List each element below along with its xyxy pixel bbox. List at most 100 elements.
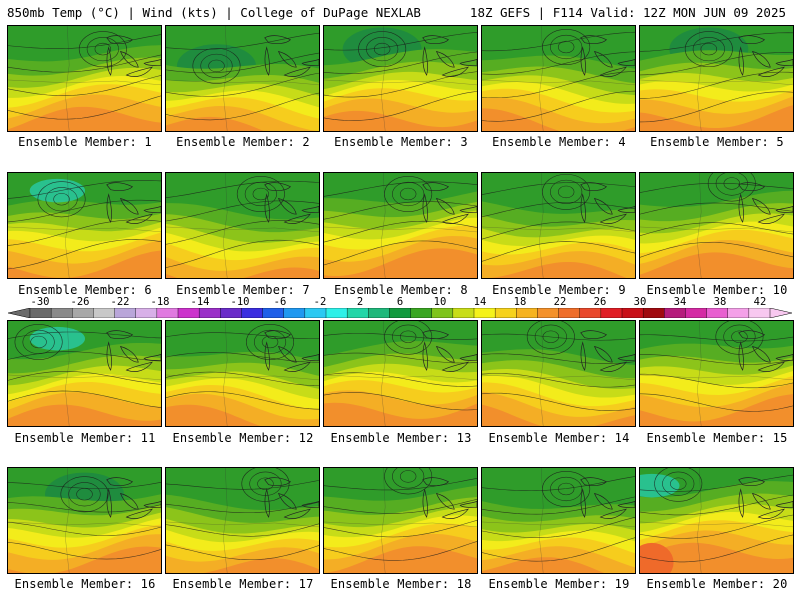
colorbar-tick-label: 38 xyxy=(713,296,727,308)
temperature-map xyxy=(640,468,793,573)
colorbar-swatch xyxy=(72,308,95,318)
ensemble-member-label: Ensemble Member: 11 xyxy=(14,431,156,445)
colorbar-tick-label: 6 xyxy=(396,296,404,308)
colorbar-swatch xyxy=(304,308,327,318)
ensemble-member-map xyxy=(323,172,478,279)
colorbar-swatch xyxy=(473,308,496,318)
model-run-info: 18Z GEFS | F114 Valid: 12Z MON JUN 09 20… xyxy=(469,5,786,20)
colorbar-swatch xyxy=(29,308,52,318)
colorbar-tick-label: -14 xyxy=(190,296,210,308)
colorbar-swatch xyxy=(642,308,665,318)
temperature-map xyxy=(640,321,793,426)
temperature-map xyxy=(324,468,477,573)
colorbar-tick-label: -6 xyxy=(273,296,287,308)
ensemble-member-map xyxy=(639,467,794,574)
map-title: 850mb Temp (°C) | Wind (kts) | College o… xyxy=(7,5,421,20)
colorbar-tick-label: 22 xyxy=(553,296,567,308)
ensemble-member-map xyxy=(481,467,636,574)
ensemble-member-map xyxy=(165,172,320,279)
ensemble-member-label: Ensemble Member: 3 xyxy=(334,135,468,149)
colorbar-swatch xyxy=(114,308,137,318)
temperature-map xyxy=(166,321,319,426)
temperature-map xyxy=(166,468,319,573)
colorbar-swatch xyxy=(494,308,517,318)
ensemble-member-map xyxy=(639,320,794,427)
ensemble-member-label: Ensemble Member: 5 xyxy=(650,135,784,149)
colorbar-swatch xyxy=(537,308,560,318)
ensemble-member-map xyxy=(323,467,478,574)
temperature-map xyxy=(324,26,477,131)
ensemble-member-map xyxy=(323,320,478,427)
colorbar-tick-label: 18 xyxy=(513,296,527,308)
ensemble-member-label: Ensemble Member: 10 xyxy=(646,283,788,297)
ensemble-member-label: Ensemble Member: 9 xyxy=(492,283,626,297)
colorbar-swatch xyxy=(748,308,771,318)
ensemble-member-map xyxy=(639,172,794,279)
colorbar-tick-label: 2 xyxy=(356,296,364,308)
temperature-map xyxy=(640,26,793,131)
temperature-map xyxy=(640,173,793,278)
ensemble-member-map xyxy=(7,25,162,132)
colorbar-swatch xyxy=(685,308,708,318)
ensemble-member-label: Ensemble Member: 7 xyxy=(176,283,310,297)
colorbar-tick-labels: -30 -26 -22 -18 -14 -10 -6 -2 2 6 10 14 18 22 26 30 34 38… xyxy=(8,296,792,308)
ensemble-member-map xyxy=(7,320,162,427)
ensemble-member-label: Ensemble Member: 16 xyxy=(14,577,156,591)
ensemble-member-label: Ensemble Member: 18 xyxy=(330,577,472,591)
colorbar-tick-label: -26 xyxy=(70,296,90,308)
temperature-map xyxy=(482,173,635,278)
colorbar-swatch xyxy=(579,308,602,318)
ensemble-member-map xyxy=(323,25,478,132)
colorbar-tick-label: 10 xyxy=(433,296,447,308)
colorbar-swatch xyxy=(241,308,264,318)
colorbar-tick-label: 14 xyxy=(473,296,487,308)
colorbar-swatch xyxy=(558,308,581,318)
ensemble-member-label: Ensemble Member: 13 xyxy=(330,431,472,445)
colorbar-swatch xyxy=(368,308,391,318)
temperature-map xyxy=(482,321,635,426)
colorbar-tick-label: 26 xyxy=(593,296,607,308)
colorbar-swatch xyxy=(727,308,750,318)
ensemble-member-map xyxy=(481,172,636,279)
ensemble-member-map xyxy=(165,320,320,427)
ensemble-member-label: Ensemble Member: 6 xyxy=(18,283,152,297)
ensemble-member-map xyxy=(165,467,320,574)
ensemble-member-label: Ensemble Member: 17 xyxy=(172,577,314,591)
colorbar-swatch xyxy=(198,308,221,318)
ensemble-member-label: Ensemble Member: 19 xyxy=(488,577,630,591)
ensemble-member-map xyxy=(481,25,636,132)
colorbar-strip xyxy=(8,308,792,318)
colorbar-swatch xyxy=(262,308,285,318)
temperature-map xyxy=(482,26,635,131)
ensemble-member-map xyxy=(165,25,320,132)
temperature-map xyxy=(8,173,161,278)
colorbar-swatch xyxy=(389,308,412,318)
ensemble-member-map xyxy=(7,467,162,574)
colorbar-swatch xyxy=(621,308,644,318)
ensemble-member-label: Ensemble Member: 8 xyxy=(334,283,468,297)
colorbar-tick-label: 42 xyxy=(753,296,767,308)
temperature-map xyxy=(324,321,477,426)
colorbar-swatch xyxy=(516,308,539,318)
colorbar-swatch xyxy=(135,308,158,318)
ensemble-member-label: Ensemble Member: 2 xyxy=(176,135,310,149)
colorbar-swatch xyxy=(50,308,73,318)
ensemble-member-label: Ensemble Member: 14 xyxy=(488,431,630,445)
ensemble-member-map xyxy=(639,25,794,132)
temperature-map xyxy=(166,26,319,131)
colorbar-swatch xyxy=(156,308,179,318)
colorbar-swatch xyxy=(220,308,243,318)
colorbar-tick-label: -30 xyxy=(30,296,50,308)
temperature-map xyxy=(8,321,161,426)
colorbar-swatch xyxy=(664,308,687,318)
colorbar-tick-label: 34 xyxy=(673,296,687,308)
ensemble-member-label: Ensemble Member: 12 xyxy=(172,431,314,445)
colorbar-swatch xyxy=(431,308,454,318)
temperature-map xyxy=(166,173,319,278)
colorbar-tick-label: -2 xyxy=(313,296,327,308)
colorbar-swatch xyxy=(93,308,116,318)
colorbar-max-arrow xyxy=(769,308,792,318)
colorbar-tick-label: 30 xyxy=(633,296,647,308)
colorbar-swatch xyxy=(452,308,475,318)
temperature-map xyxy=(8,468,161,573)
